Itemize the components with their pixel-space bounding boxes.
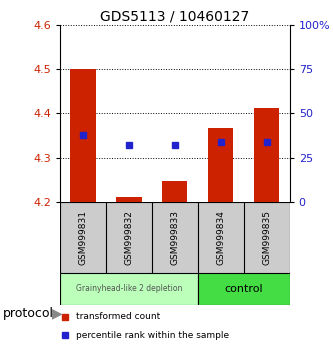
Bar [198,202,244,273]
Text: GSM999835: GSM999835 [262,210,271,265]
Text: transformed count: transformed count [76,312,160,321]
Text: GSM999832: GSM999832 [124,210,134,265]
Text: percentile rank within the sample: percentile rank within the sample [76,331,229,340]
Bar [116,196,142,202]
Bar [244,202,290,273]
Text: protocol: protocol [3,307,54,320]
Bar [162,181,187,202]
Text: Grainyhead-like 2 depletion: Grainyhead-like 2 depletion [76,284,182,293]
Bar [106,202,152,273]
Text: ▶: ▶ [52,306,62,320]
Text: control: control [224,284,263,294]
Bar [60,202,106,273]
Title: GDS5113 / 10460127: GDS5113 / 10460127 [100,10,249,24]
Text: GSM999831: GSM999831 [78,210,88,265]
Bar [152,202,198,273]
Bar [208,127,233,202]
Bar [60,273,198,305]
Text: GSM999833: GSM999833 [170,210,179,265]
Bar [198,273,290,305]
Bar [254,108,279,202]
Text: GSM999834: GSM999834 [216,210,225,265]
Bar [70,69,96,202]
